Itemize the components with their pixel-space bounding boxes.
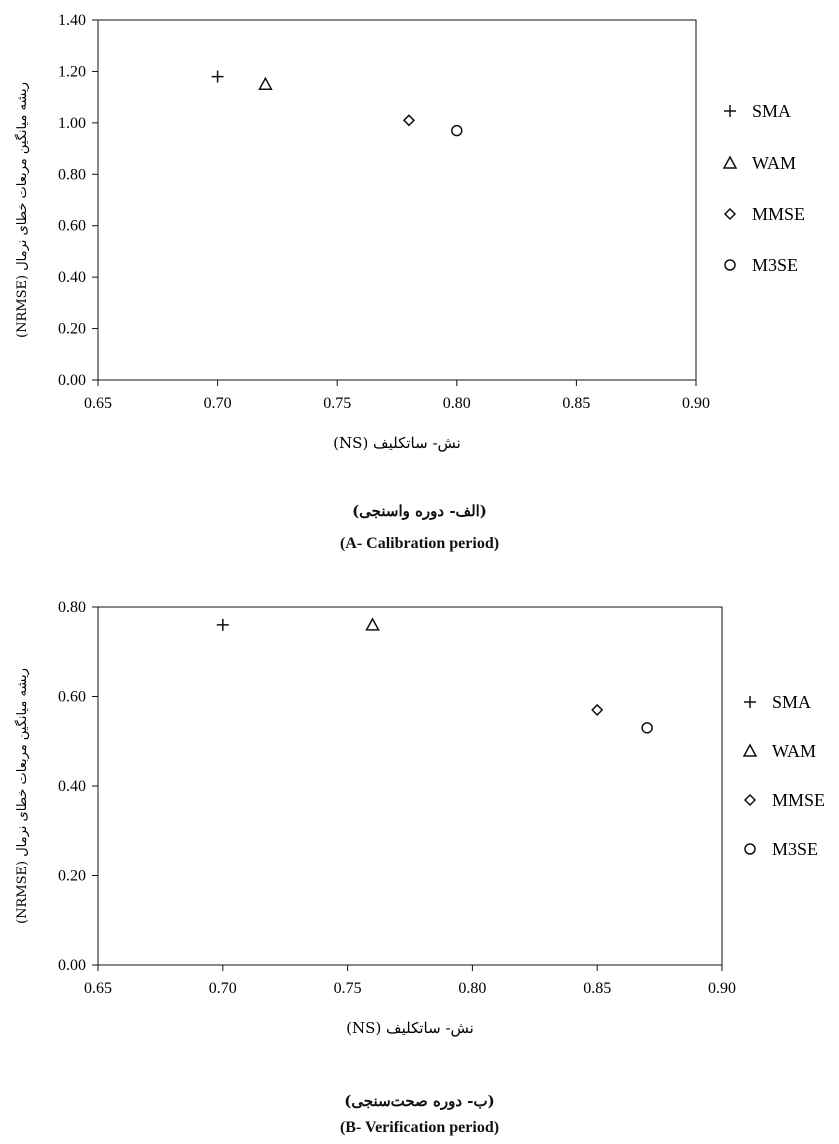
chart-a-y-tick-label: 0.40 [58, 269, 86, 286]
chart-b-y-tick-label: 0.60 [58, 689, 86, 706]
chart-b-caption-en: (B- Verification period) [339, 1119, 500, 1136]
chart-a-point-m3se [451, 124, 463, 137]
chart-b-point-wam [365, 617, 380, 631]
chart-a-legend-label-mmse: MMSE [752, 204, 805, 224]
chart-a-caption-en: (A- Calibration period) [339, 535, 500, 552]
chart-b-legend-marker-wam [742, 743, 758, 757]
chart-a-point-sma [211, 70, 224, 83]
chart-b-legend-marker-m3se [744, 843, 756, 855]
chart-a-x-axis-label: نش- ساتکلیف (NS) [333, 434, 461, 452]
chart-a-legend-marker-wam [722, 155, 738, 169]
chart-b-caption-fa: (ب- دوره صحت‌سنجی) [344, 1092, 495, 1110]
chart-b-x-tick-label: 0.70 [209, 980, 237, 997]
chart-b-x-tick-label: 0.90 [708, 980, 736, 997]
chart-a-y-tick-label: 1.40 [58, 12, 86, 29]
chart-a-y-axis-label: (NRMSE) ریشه میانگین مربعات خطای نرمال [14, 82, 30, 338]
chart-a-legend-label-m3se: M3SE [752, 255, 798, 275]
chart-b-y-tick-label: 0.00 [58, 957, 86, 974]
chart-a-point-mmse [402, 114, 416, 127]
chart-a-y-tick-label: 1.00 [58, 115, 86, 132]
chart-b-legend-marker-mmse [743, 793, 757, 807]
chart-b-frame [97, 606, 723, 966]
chart-b-legend-label-wam: WAM [772, 741, 816, 761]
chart-b-x-tick-label: 0.85 [583, 980, 611, 997]
chart-a-y-tick-label: 0.00 [58, 372, 86, 389]
chart-b-y-tick-label: 0.80 [58, 599, 86, 616]
chart-a-x-tick-label: 0.65 [84, 395, 112, 412]
chart-a: 0.65 0.70 0.75 0.80 0.85 0.90 0.00 0.20 0.40 0.60… [14, 12, 805, 452]
chart-b-point-sma [216, 618, 229, 631]
chart-b-point-mmse [591, 703, 604, 716]
chart-b-legend-label-mmse: MMSE [772, 790, 825, 810]
chart-b-x-tick-label: 0.65 [84, 980, 112, 997]
chart-a-point-wam [258, 76, 273, 91]
chart-a-legend-marker-m3se [724, 259, 736, 271]
chart-b-legend-label-m3se: M3SE [772, 839, 818, 859]
chart-b: 0.65 0.70 0.75 0.80 0.85 0.90 0.00 0.20 0.40 0.60… [14, 599, 825, 1037]
chart-b-x-tick-label: 0.80 [458, 980, 486, 997]
chart-a-y-tick-label: 0.80 [58, 166, 86, 183]
chart-a-legend-label-wam: WAM [752, 153, 796, 173]
chart-b-x-axis-label: نش- ساتکلیف (NS) [346, 1019, 474, 1037]
chart-b-x-tick-label: 0.75 [334, 980, 362, 997]
chart-a-legend-marker-sma [724, 105, 736, 117]
chart-b-y-axis-label: (NRMSE) ریشه میانگین مربعات خطای نرمال [14, 668, 30, 924]
chart-a-x-tick-label: 0.70 [204, 395, 232, 412]
chart-a-x-tick-label: 0.75 [323, 395, 351, 412]
chart-b-legend-label-sma: SMA [772, 692, 811, 712]
chart-a-caption-fa: (الف- دوره واسنجی) [352, 502, 487, 520]
chart-a-legend-label-sma: SMA [752, 101, 791, 121]
chart-b-y-tick-label: 0.20 [58, 868, 86, 885]
chart-a-y-tick-label: 0.60 [58, 218, 86, 235]
chart-a-x-tick-label: 0.90 [682, 395, 710, 412]
chart-a-x-tick-label: 0.80 [443, 395, 471, 412]
chart-b-point-m3se [641, 722, 653, 734]
chart-a-legend-marker-mmse [723, 207, 737, 221]
chart-b-y-tick-label: 0.40 [58, 778, 86, 795]
chart-b-legend-marker-sma [744, 696, 756, 708]
chart-a-y-tick-label: 1.20 [58, 63, 86, 80]
chart-a-x-tick-label: 0.85 [562, 395, 590, 412]
chart-a-y-tick-label: 0.20 [58, 321, 86, 338]
chart-a-frame [97, 19, 697, 381]
